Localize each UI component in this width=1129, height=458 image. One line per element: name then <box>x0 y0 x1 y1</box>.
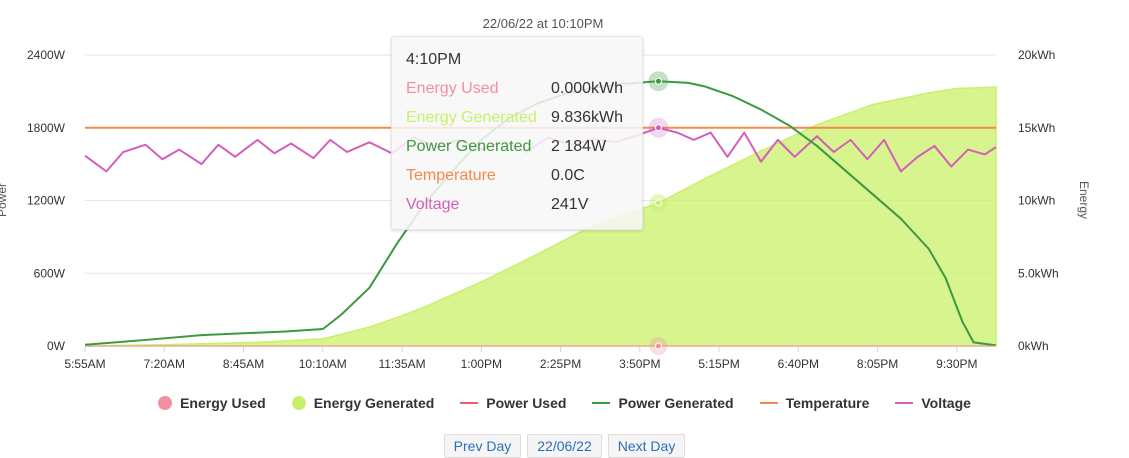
x-tick-label: 5:15PM <box>698 357 739 371</box>
legend-label: Power Generated <box>618 395 734 411</box>
legend-energy-used-circle-icon <box>158 396 173 410</box>
x-tick-label: 10:10AM <box>299 357 347 371</box>
tooltip-value: 0.000kWh <box>551 80 624 97</box>
legend-item-power-generated[interactable]: Power Generated <box>592 395 734 411</box>
legend-item-voltage[interactable]: Voltage <box>895 395 971 411</box>
y-right-axis-title: Energy <box>1077 181 1091 219</box>
legend-label: Energy Generated <box>313 395 435 411</box>
x-tick-label: 2:25PM <box>540 357 581 371</box>
y-right-tick-label: 20kWh <box>1018 48 1055 62</box>
x-tick-label: 8:05PM <box>857 357 898 371</box>
chart-subtitle: 22/06/22 at 10:10PM <box>483 16 604 31</box>
legend-item-temperature[interactable]: Temperature <box>759 395 870 411</box>
power-generated-hover-marker <box>654 77 662 85</box>
tooltip-label: Voltage <box>406 196 460 213</box>
legend-power-used-line-icon <box>460 402 479 404</box>
legend-item-energy-generated[interactable]: Energy Generated <box>291 395 435 411</box>
legend-voltage-line-icon <box>895 402 914 404</box>
x-tick-label: 8:45AM <box>223 357 264 371</box>
tooltip-label: Temperature <box>406 167 496 184</box>
tooltip-row-energy-used: Energy Used 0.000kWh <box>406 80 636 98</box>
tooltip-value: 2 184W <box>551 138 607 155</box>
chart-tooltip: 4:10PM Energy Used 0.000kWh Energy Gener… <box>391 36 643 230</box>
y-left-tick-label: 0W <box>47 339 66 353</box>
tooltip-time: 4:10PM <box>406 51 462 68</box>
y-right-tick-label: 15kWh <box>1018 121 1055 135</box>
y-left-tick-label: 2400W <box>27 48 66 62</box>
legend-label: Power Used <box>486 395 567 411</box>
tooltip-row-voltage: Voltage 241V <box>406 196 636 214</box>
tooltip-value: 9.836kWh <box>551 109 624 126</box>
x-tick-label: 1:00PM <box>461 357 502 371</box>
y-right-tick-label: 5.0kWh <box>1018 266 1059 280</box>
tooltip-label: Energy Generated <box>406 109 537 126</box>
next-day-button[interactable]: Next Day <box>607 434 686 458</box>
energy-generated-hover-marker <box>654 199 662 207</box>
y-left-tick-label: 600W <box>34 266 66 280</box>
legend-power-generated-line-icon <box>592 402 611 404</box>
legend-temperature-line-icon <box>759 402 778 404</box>
legend-item-energy-used[interactable]: Energy Used <box>158 395 266 411</box>
tooltip-label: Power Generated <box>406 138 532 155</box>
x-tick-label: 5:55AM <box>64 357 105 371</box>
y-left-tick-label: 1200W <box>27 194 66 208</box>
tooltip-value: 0.0C <box>551 167 585 184</box>
legend-label: Voltage <box>921 395 971 411</box>
prev-day-button[interactable]: Prev Day <box>443 434 522 458</box>
legend-item-power-used[interactable]: Power Used <box>460 395 566 411</box>
date-button[interactable]: 22/06/22 <box>527 434 602 458</box>
y-right-tick-label: 0kWh <box>1018 339 1049 353</box>
energy-used-hover-marker <box>654 342 662 350</box>
x-tick-label: 9:30PM <box>936 357 977 371</box>
x-tick-label: 6:40PM <box>778 357 819 371</box>
day-navigation: Prev Day 22/06/22 Next Day <box>0 434 1129 458</box>
legend-label: Energy Used <box>180 395 266 411</box>
legend-energy-generated-circle-icon <box>291 396 306 410</box>
tooltip-row-temperature: Temperature 0.0C <box>406 167 636 185</box>
x-tick-label: 7:20AM <box>144 357 185 371</box>
tooltip-row-energy-generated: Energy Generated 9.836kWh <box>406 109 636 127</box>
tooltip-row-power-generated: Power Generated 2 184W <box>406 138 636 156</box>
voltage-hover-marker <box>654 124 662 132</box>
tooltip-value: 241V <box>551 196 589 213</box>
legend-label: Temperature <box>785 395 870 411</box>
x-tick-label: 11:35AM <box>378 357 425 371</box>
y-left-tick-label: 1800W <box>27 121 66 135</box>
chart-legend: Energy Used Energy Generated Power Used … <box>0 393 1129 413</box>
y-right-tick-label: 10kWh <box>1018 194 1055 208</box>
tooltip-label: Energy Used <box>406 80 499 97</box>
x-tick-label: 3:50PM <box>619 357 660 371</box>
y-left-axis-title: Power <box>0 183 9 217</box>
